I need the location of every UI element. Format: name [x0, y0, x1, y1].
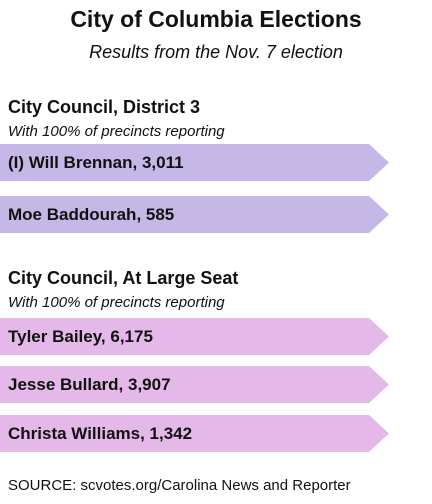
- result-bar-shape: [0, 196, 389, 233]
- result-bar-label: Tyler Bailey, 6,175: [8, 327, 153, 346]
- result-bar-shape: [0, 144, 389, 181]
- graphic-title: City of Columbia Elections: [70, 6, 362, 32]
- graphic-subtitle: Results from the Nov. 7 election: [89, 42, 343, 62]
- result-bar: Jesse Bullard, 3,907: [0, 366, 389, 403]
- race-note-district-3: With 100% of precincts reporting: [8, 123, 225, 140]
- result-bar: Tyler Bailey, 6,175: [0, 318, 389, 355]
- result-bar-label: Jesse Bullard, 3,907: [8, 375, 171, 394]
- result-bar-label: Moe Baddourah, 585: [8, 205, 175, 224]
- result-bar: Moe Baddourah, 585: [0, 196, 389, 233]
- result-bar-shape: [0, 415, 389, 452]
- race-title-at-large: City Council, At Large Seat: [8, 268, 239, 288]
- result-bar: (I) Will Brennan, 3,011: [0, 144, 389, 181]
- source-note: SOURCE: scvotes.org/Carolina News and Re…: [8, 477, 351, 494]
- race-note-at-large: With 100% of precincts reporting: [8, 294, 225, 311]
- result-bar-label: (I) Will Brennan, 3,011: [8, 153, 184, 172]
- result-bar-label: Christa Williams, 1,342: [8, 424, 193, 443]
- result-bar-shape: [0, 318, 389, 355]
- result-bar-shape: [0, 366, 389, 403]
- result-bar: Christa Williams, 1,342: [0, 415, 389, 452]
- race-title-district-3: City Council, District 3: [8, 97, 201, 117]
